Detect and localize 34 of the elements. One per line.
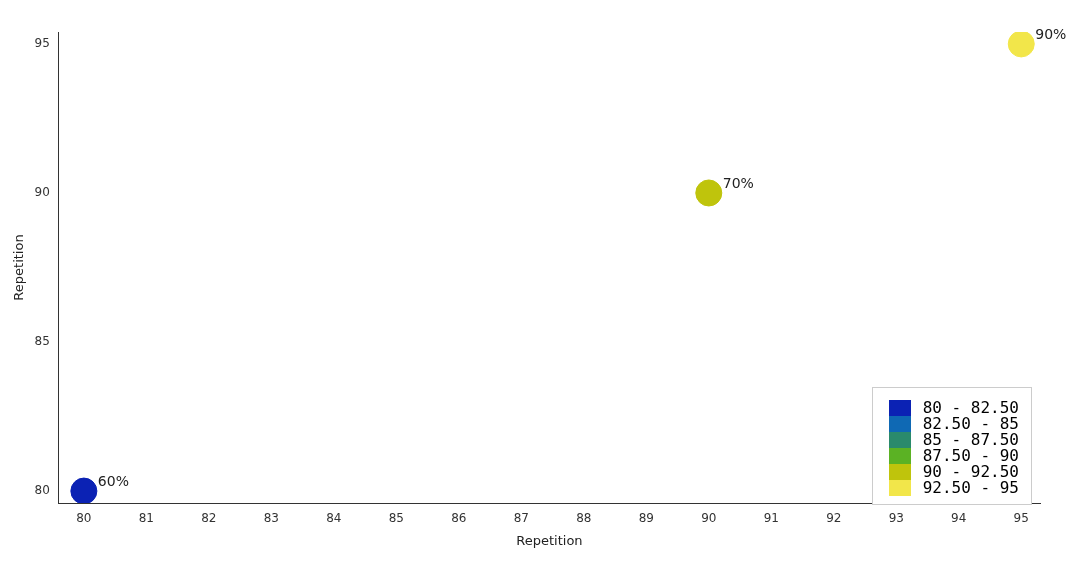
x-tick-label: 89 — [638, 511, 654, 526]
point — [1007, 32, 1035, 58]
x-tick-label: 91 — [763, 511, 779, 526]
x-tick-label: 92 — [826, 511, 842, 526]
y-tick-label: 80 — [34, 483, 50, 498]
y-axis-title: Repetition — [11, 234, 27, 301]
x-tick-label: 86 — [451, 511, 467, 526]
legend-label: 92.50 - 95 — [922, 478, 1019, 497]
legend-label: 82.50 - 85 — [922, 414, 1019, 433]
x-tick-label: 84 — [326, 511, 342, 526]
point — [70, 477, 98, 503]
y-tick-label: 95 — [34, 36, 50, 51]
x-axis-title: Repetition — [516, 532, 583, 548]
point — [695, 179, 723, 207]
y-tick-label: 85 — [34, 334, 50, 349]
x-tick-label: 80 — [76, 511, 92, 526]
x-tick-label: 94 — [951, 511, 967, 526]
annotation: 60% — [97, 472, 129, 489]
x-tick-label: 87 — [513, 511, 529, 526]
x-tick-label: 85 — [388, 511, 404, 526]
legend-label: 80 - 82.50 — [922, 398, 1019, 417]
x-tick-label: 81 — [138, 511, 154, 526]
x-tick-label: 90 — [701, 511, 717, 526]
annotation: 90% — [1035, 25, 1067, 42]
x-tick-label: 93 — [888, 511, 904, 526]
legend-label: 90 - 92.50 — [922, 462, 1019, 481]
x-tick-label: 88 — [576, 511, 592, 526]
legend-label: 87.50 - 90 — [922, 446, 1019, 465]
x-tick-label: 83 — [263, 511, 279, 526]
annotation: 70% — [722, 174, 754, 191]
x-tick-label: 95 — [1013, 511, 1029, 526]
y-tick-label: 90 — [34, 185, 50, 200]
x-tick-label: 82 — [201, 511, 217, 526]
legend-label: 85 - 87.50 — [922, 430, 1019, 449]
